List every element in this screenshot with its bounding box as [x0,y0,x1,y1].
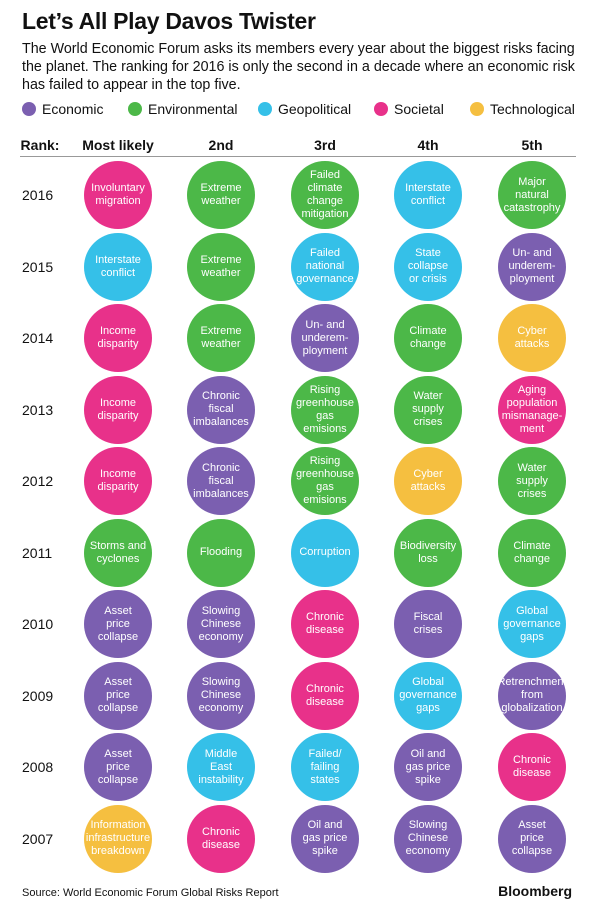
risk-circle: Extreme weather [187,232,255,301]
risk-circle: Chronic disease [498,733,566,801]
risk-circle: Asset price collapse [84,590,152,658]
source: Source: World Economic Forum Global Risk… [22,887,279,899]
risk-circle: Chronic fiscal imbalances [187,447,255,515]
risk-circle: Income disparity [84,375,152,444]
legend-label: Geopolitical [278,101,352,117]
legend-swatch [470,102,484,116]
risk-circle: Chronic fiscal imbalances [187,375,255,444]
risk-circle: Storms and cyclones [84,518,152,587]
risk-circle: Interstate conflict [394,161,462,229]
risk-circle: Slowing Chinese economy [187,590,255,658]
legend-item: Societal [374,101,444,117]
risk-circle: Oil and gas price spike [291,804,359,873]
column-header: 4th [417,137,439,153]
title: Let’s All Play Davos Twister [22,8,316,34]
risk-circle: Slowing Chinese economy [394,804,462,873]
year-label: 2010 [22,616,54,632]
legend-item: Technological [470,101,575,117]
risk-circle: Cyber attacks [498,304,566,372]
brand: Bloomberg [498,883,572,899]
risk-circle: Income disparity [84,447,152,515]
risk-circle: Chronic disease [291,590,359,658]
risk-circle: Extreme weather [187,161,255,229]
risk-circle: Failed national governance [291,232,359,301]
column-header: Most likely [82,137,154,153]
legend-swatch [22,102,36,116]
year-label: 2014 [22,330,54,346]
legend-label: Technological [490,101,575,117]
risk-circle: Global governance gaps [498,590,566,658]
risk-circle: Major natural catastrophy [498,161,566,229]
risk-circle: Rising greenhouse gas emisions [291,375,359,444]
subtitle: The World Economic Forum asks its member… [22,41,575,93]
legend-label: Environmental [148,101,238,117]
risk-circle: Cyber attacks [394,447,462,515]
risk-circle: Information infrastructure breakdown [84,804,152,873]
year-label: 2015 [22,258,54,275]
risk-circle: Rising greenhouse gas emisions [291,447,359,515]
risk-circle: Involuntary migration [84,161,152,229]
risk-circle: Extreme weather [187,304,255,372]
risk-circle: Failed/ failing states [291,733,359,801]
risk-circle: Global governance gaps [394,661,462,730]
risk-circle: Un- and underem- ployment [291,304,359,372]
legend-swatch [258,102,272,116]
risk-circle: Flooding [187,518,255,587]
column-header: 2nd [208,137,234,153]
header-rule [20,156,576,157]
year-label: 2009 [22,687,54,704]
year-label: 2012 [22,473,54,489]
year-label: 2013 [22,401,54,418]
risk-circle: Oil and gas price spike [394,733,462,801]
legend-swatch [374,102,388,116]
legend-item: Geopolitical [258,101,351,117]
year-label: 2011 [22,544,53,561]
risk-circle: Asset price collapse [498,804,566,873]
risk-circle: Un- and underem- ployment [498,232,566,301]
risk-circle: Failed climate change mitigation [291,161,359,229]
risk-circle: Fiscal crises [394,590,462,658]
column-header: 5th [521,137,543,153]
column-header: 3rd [314,137,336,153]
risk-circle: State collapse or crisis [394,232,462,301]
risk-circle: Interstate conflict [84,232,152,301]
column-header: Rank: [20,137,60,153]
risk-circle: Corruption [291,518,359,587]
risk-circle: Income disparity [84,304,152,372]
year-label: 2008 [22,759,54,775]
risk-circle: Water supply crises [498,447,566,515]
year-label: 2016 [22,187,54,203]
legend-swatch [128,102,142,116]
risk-circle: Water supply crises [394,375,462,444]
legend-label: Economic [42,101,104,117]
risk-circle: Climate change [394,304,462,372]
risk-circle: Chronic disease [187,804,255,873]
year-label: 2007 [22,830,54,847]
risk-circle: Slowing Chinese economy [187,661,255,730]
risk-circle: Chronic disease [291,661,359,730]
risk-circle: Climate change [498,518,566,587]
risk-circle: Asset price collapse [84,661,152,730]
risk-circle: Asset price collapse [84,733,152,801]
legend-label: Societal [394,101,444,117]
risk-circle: Middle East instability [187,733,255,801]
legend-item: Economic [22,101,103,117]
risk-circle: Biodiversity loss [394,518,462,587]
risk-circle: Retrenchment from globalization [497,661,567,730]
risk-circle: Aging population mismanage- ment [498,375,566,444]
legend-item: Environmental [128,101,238,117]
